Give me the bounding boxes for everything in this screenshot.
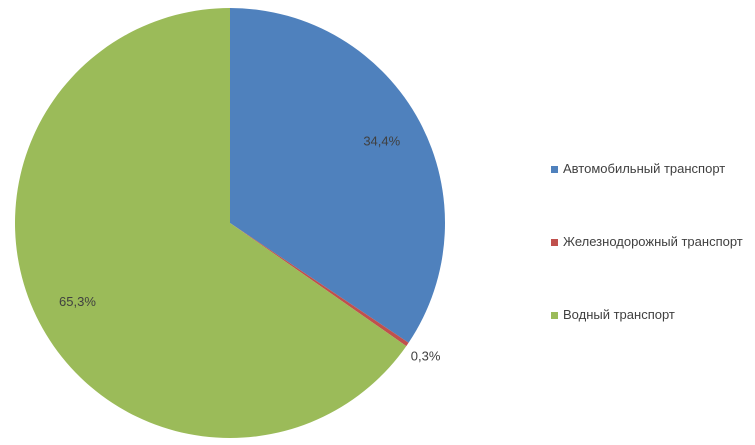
legend-label: Водный транспорт bbox=[563, 307, 675, 322]
pie-slice bbox=[230, 223, 409, 347]
data-label: 0,3% bbox=[411, 348, 441, 363]
legend-label: Железнодорожный транспорт bbox=[563, 234, 743, 249]
legend-marker bbox=[551, 239, 558, 246]
pie-slice bbox=[230, 8, 446, 343]
pie-slice bbox=[14, 8, 407, 438]
legend-marker bbox=[551, 312, 558, 319]
legend-marker bbox=[551, 166, 558, 173]
data-label: 34,4% bbox=[363, 133, 400, 148]
data-label: 65,3% bbox=[59, 294, 96, 309]
legend-label: Автомобильный транспорт bbox=[563, 161, 725, 176]
